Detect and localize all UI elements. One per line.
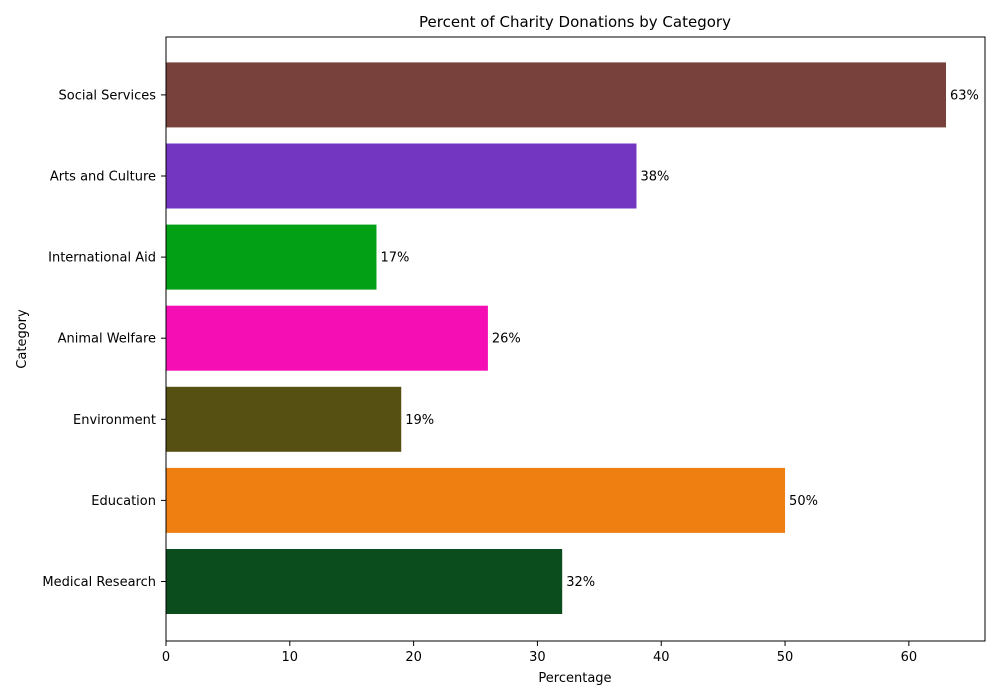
x-tick-label-10: 10 — [282, 650, 299, 665]
chart-title: Percent of Charity Donations by Category — [419, 13, 731, 31]
x-tick-label-50: 50 — [777, 650, 794, 665]
bar-environment — [166, 386, 402, 452]
x-tick-label-40: 40 — [653, 650, 670, 665]
y-tick-label-social-services: Social Services — [59, 88, 157, 103]
y-tick-label-arts-and-culture: Arts and Culture — [50, 170, 156, 185]
value-label-medical-research: 32% — [566, 575, 595, 590]
bar-international-aid — [166, 224, 377, 290]
value-label-animal-welfare: 26% — [492, 332, 521, 347]
value-label-arts-and-culture: 38% — [640, 170, 669, 185]
y-tick-label-animal-welfare: Animal Welfare — [58, 332, 156, 347]
plot-area-frame — [165, 36, 986, 642]
value-label-environment: 19% — [405, 413, 434, 428]
value-label-social-services: 63% — [950, 88, 979, 103]
y-tick-label-education: Education — [91, 494, 156, 509]
x-tick-label-20: 20 — [405, 650, 422, 665]
x-tick-label-0: 0 — [162, 650, 170, 665]
bar-social-services — [166, 62, 946, 128]
x-tick-label-60: 60 — [901, 650, 918, 665]
y-ticks-group: Medical Research Education Environment Anim… — [42, 88, 166, 590]
x-tick-label-30: 30 — [529, 650, 546, 665]
x-ticks-group: 0 10 20 30 40 50 60 — [162, 641, 917, 665]
bar-education — [166, 467, 786, 533]
value-label-education: 50% — [789, 494, 818, 509]
y-axis-label: Category — [15, 309, 30, 369]
x-axis-label: Percentage — [538, 671, 611, 686]
bar-animal-welfare — [166, 305, 488, 371]
y-tick-label-environment: Environment — [73, 413, 156, 428]
value-label-international-aid: 17% — [380, 251, 409, 266]
bar-medical-research — [166, 549, 563, 614]
bar-arts-and-culture — [166, 143, 637, 209]
y-tick-label-medical-research: Medical Research — [42, 575, 156, 590]
value-labels-group: 32% 50% 19% 26% 17% 38% 63% — [380, 88, 978, 590]
y-tick-label-international-aid: International Aid — [48, 251, 156, 266]
bars-group — [166, 62, 946, 614]
